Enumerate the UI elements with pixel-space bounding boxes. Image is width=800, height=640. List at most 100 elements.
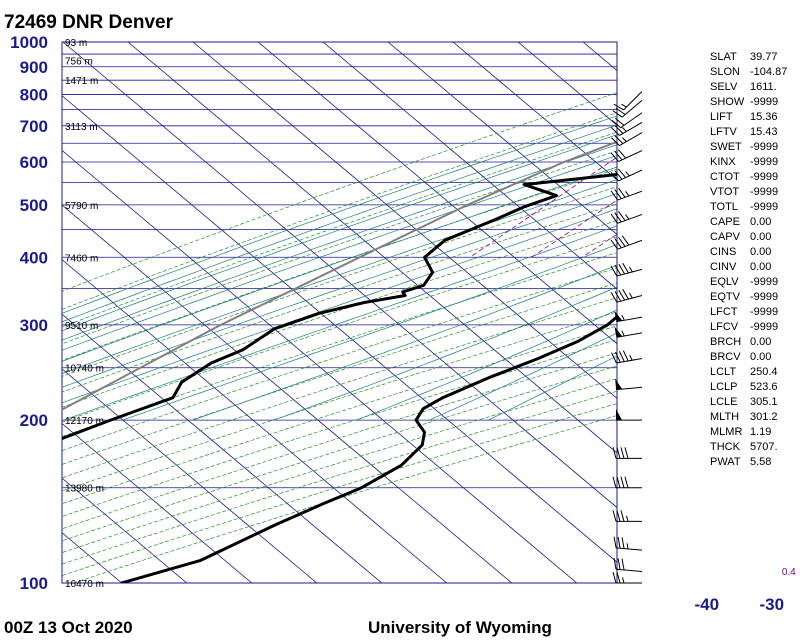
index-value: 5.58 (750, 456, 772, 468)
height-label: 12170 m (65, 416, 104, 427)
isotherm--120 (62, 477, 188, 583)
index-name: LIFT (710, 111, 733, 123)
moist-adiabat-24 (192, 264, 617, 421)
index-name: CINV (710, 261, 737, 273)
isotherm-0 (322, 42, 617, 290)
index-name: PWAT (710, 456, 741, 468)
index-value: 0.00 (750, 231, 772, 243)
index-value: 0.00 (750, 351, 772, 363)
height-label: 13980 m (65, 484, 104, 495)
pressure-tick-label: 500 (20, 196, 48, 215)
pressure-tick-label: 300 (20, 316, 48, 335)
wind-barb (613, 557, 643, 573)
wind-barb (612, 476, 642, 489)
index-value: 0.00 (750, 261, 772, 273)
index-value: -9999 (750, 156, 779, 168)
index-value: 1.19 (750, 426, 772, 438)
index-row: MLMR 1.19 (710, 425, 800, 440)
index-row: EQLV -9999 (710, 275, 800, 290)
index-value: 39.77 (750, 51, 778, 63)
wind-barb (610, 262, 643, 277)
wind-barb (610, 211, 643, 224)
dry-adiabat--30 (62, 92, 617, 292)
pressure-tick-label: 1000 (10, 33, 48, 52)
index-value: 1611. (750, 81, 777, 93)
wind-barb (612, 571, 642, 584)
wind-barb (616, 409, 642, 421)
dry-adiabat-180 (73, 415, 617, 583)
isotherm--60 (62, 149, 578, 583)
sounding-profiles (62, 140, 617, 583)
index-value: 15.36 (750, 111, 778, 123)
temperature-tick-label: -30 (760, 595, 785, 614)
dry-adiabat-110 (62, 325, 617, 505)
moist-adiabat-4 (62, 179, 617, 374)
dry-adiabat-120 (62, 339, 617, 517)
index-name: THCK (710, 441, 740, 453)
height-label: 16470 m (65, 579, 104, 590)
index-row: MLTH 301.2 (710, 410, 800, 425)
height-label: 10740 m (65, 364, 104, 375)
parcel-profile-line (62, 140, 617, 411)
chart-title: 72469 DNR Denver (4, 12, 174, 33)
wind-barb (610, 168, 643, 182)
index-row: EQTV -9999 (710, 290, 800, 305)
footer-source: University of Wyoming (368, 618, 552, 637)
plot-frame (61, 41, 618, 584)
index-row: BRCH 0.00 (710, 335, 800, 350)
index-row: VTOT -9999 (710, 185, 800, 200)
index-value: -104.87 (750, 66, 788, 78)
wind-barb (612, 447, 642, 459)
pressure-tick-label: 900 (20, 58, 48, 77)
index-value: 0.00 (750, 336, 772, 348)
index-name: SHOW (710, 96, 745, 108)
index-row: CAPE 0.00 (710, 215, 800, 230)
index-row: CAPV 0.00 (710, 230, 800, 245)
index-row: LCLE 305.1 (710, 395, 800, 410)
dry-adiabat-60 (62, 252, 617, 437)
index-name: LFCV (710, 321, 739, 333)
index-value: -9999 (750, 321, 779, 333)
temperature-profile-line (121, 314, 617, 583)
isotherm--30 (127, 42, 617, 454)
index-name: CINS (710, 246, 737, 258)
index-row: BRCV 0.00 (710, 350, 800, 365)
wind-barb (611, 350, 643, 364)
index-name: CAPV (710, 231, 740, 243)
isotherm--100 (62, 368, 318, 583)
index-value: 0.00 (750, 216, 772, 228)
moist-adiabat--16 (62, 124, 617, 323)
dry-adiabat-0 (62, 150, 617, 345)
dry-adiabat-30 (62, 203, 617, 393)
index-name: MLTH (710, 411, 740, 423)
height-label: 93 m (65, 38, 87, 49)
index-name: EQLV (710, 276, 739, 288)
wind-barb (610, 288, 643, 303)
isotherm-10 (387, 42, 617, 235)
index-name: SLAT (710, 51, 737, 63)
mixing-ratio-label: 0.4 (782, 567, 796, 578)
index-name: MLMR (710, 426, 743, 438)
index-value: 305.1 (750, 396, 778, 408)
height-label: 3113 m (65, 122, 98, 133)
wind-barb (614, 326, 643, 338)
isotherm--110 (62, 422, 253, 583)
dry-adiabat-130 (62, 352, 617, 530)
index-name: EQTV (710, 291, 740, 303)
index-name: CAPE (710, 216, 740, 228)
moist-adiabat--12 (62, 134, 617, 332)
moist-adiabat-16 (63, 225, 617, 421)
index-name: SELV (710, 81, 738, 93)
wind-barb (611, 122, 643, 136)
moist-adiabat--20 (62, 115, 617, 314)
index-name: LFCT (710, 306, 738, 318)
wind-barb (611, 132, 643, 147)
index-value: 5707. (750, 441, 778, 453)
index-value: -9999 (750, 141, 779, 153)
index-value: -9999 (750, 201, 779, 213)
diagram-grid (62, 42, 617, 583)
index-row: SELV 1611. (710, 80, 800, 95)
height-label: 7460 m (65, 253, 98, 264)
pressure-tick-label: 700 (20, 117, 48, 136)
dry-adiabat-150 (62, 378, 617, 554)
